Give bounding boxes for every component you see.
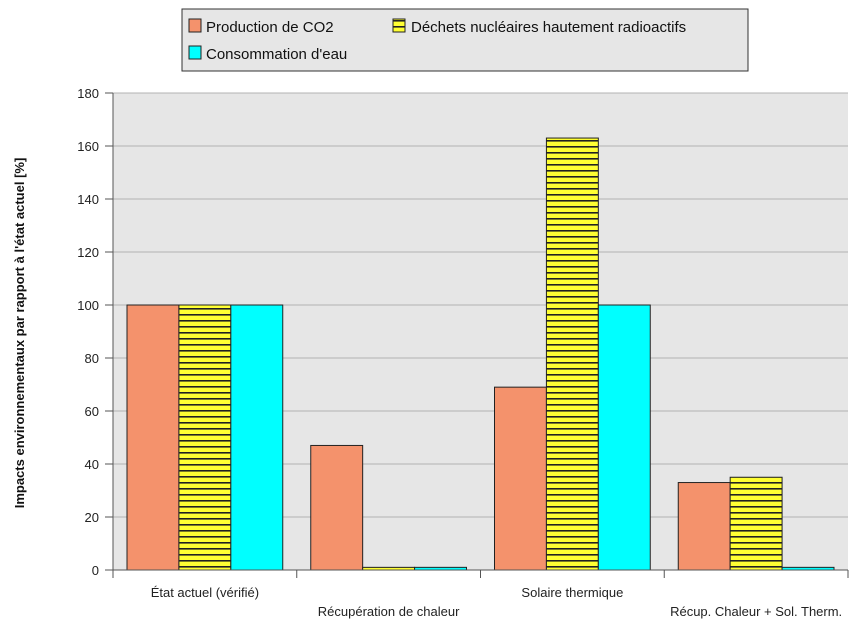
legend-label: Consommation d'eau bbox=[206, 46, 347, 63]
y-axis-label: Impacts environnementaux par rapport à l… bbox=[12, 158, 27, 509]
x-category-label: Solaire thermique bbox=[521, 585, 623, 600]
y-tick-label: 0 bbox=[92, 563, 99, 578]
y-tick-label: 140 bbox=[77, 192, 99, 207]
legend-swatch bbox=[188, 18, 202, 33]
bar bbox=[597, 304, 651, 571]
legend-swatch bbox=[392, 18, 406, 33]
y-tick-label: 40 bbox=[85, 457, 99, 472]
y-tick-label: 100 bbox=[77, 298, 99, 313]
y-tick-label: 20 bbox=[85, 510, 99, 525]
legend-label: Déchets nucléaires hautement radioactifs bbox=[411, 19, 686, 36]
x-category-label: Récupération de chaleur bbox=[318, 604, 460, 619]
bar bbox=[310, 444, 364, 571]
y-tick-label: 80 bbox=[85, 351, 99, 366]
x-category-labels: État actuel (vérifié) Récupération de cha… bbox=[151, 585, 842, 619]
bar bbox=[178, 304, 232, 571]
x-category-label: Récup. Chaleur + Sol. Therm. bbox=[670, 604, 842, 619]
axes bbox=[112, 93, 849, 578]
legend: Production de CO2 Déchets nucléaires haut… bbox=[181, 8, 749, 72]
legend-box bbox=[181, 8, 749, 72]
bar bbox=[729, 476, 783, 571]
bar bbox=[126, 304, 180, 571]
bar bbox=[545, 137, 599, 571]
y-tick-label: 120 bbox=[77, 245, 99, 260]
y-tick-label: 60 bbox=[85, 404, 99, 419]
x-category-label: État actuel (vérifié) bbox=[151, 585, 259, 600]
y-tick-label: 180 bbox=[77, 86, 99, 101]
y-tick-labels: 0 20 40 60 80 100 120 140 160 180 bbox=[77, 86, 113, 578]
bar bbox=[677, 482, 731, 571]
y-tick-label: 160 bbox=[77, 139, 99, 154]
legend-swatch bbox=[188, 45, 202, 60]
bar bbox=[494, 386, 547, 571]
bar bbox=[230, 304, 284, 571]
legend-label: Production de CO2 bbox=[206, 19, 334, 36]
bars bbox=[126, 137, 835, 571]
